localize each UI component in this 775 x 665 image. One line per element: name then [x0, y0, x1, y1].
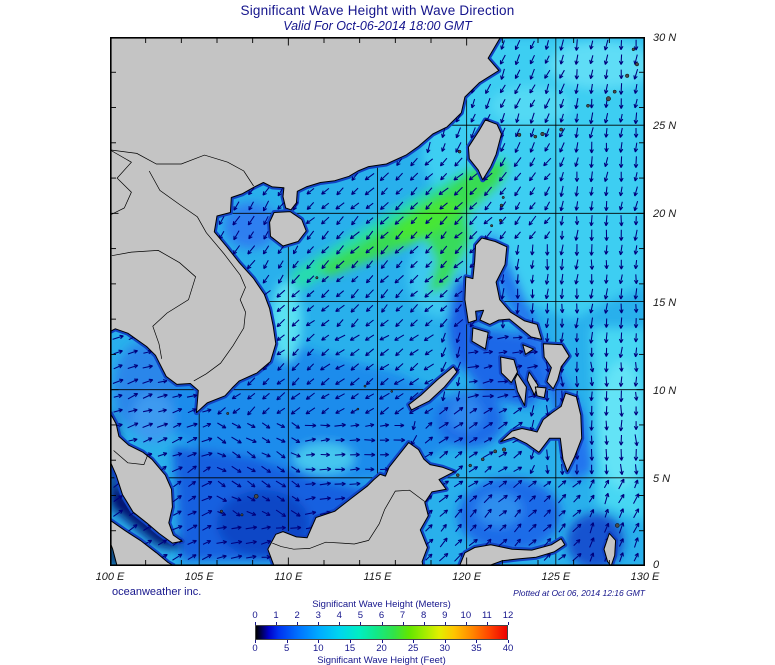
plotted-timestamp: Plotted at Oct 06, 2014 12:16 GMT [513, 588, 645, 598]
meters-tickmark [381, 622, 383, 625]
lat-label-30N: 30 N [653, 32, 677, 44]
feet-tickmark [381, 640, 383, 643]
lon-label-115E: 115 E [363, 571, 392, 583]
feet-tick-35: 35 [471, 643, 482, 654]
meters-tick-6: 6 [378, 610, 385, 621]
lat-label-0: 0 [653, 559, 660, 571]
meters-tickmark [423, 622, 425, 625]
meters-tick-7: 7 [399, 610, 406, 621]
meters-tick-1: 1 [273, 610, 279, 621]
meters-tick-4: 4 [336, 610, 342, 621]
feet-tick-15: 15 [344, 643, 356, 654]
feet-tickmark [476, 640, 478, 643]
country-borders [110, 149, 426, 550]
meters-tickmark [465, 622, 467, 625]
feet-tick-10: 10 [312, 643, 324, 654]
meters-tickmark [318, 622, 320, 625]
feet-tick-30: 30 [439, 643, 451, 654]
lon-label-100E: 100 E [95, 571, 125, 583]
wave-direction-arrows [112, 39, 640, 562]
meters-tick-2: 2 [294, 610, 300, 621]
feet-tickmark [508, 640, 509, 643]
feet-tick-25: 25 [407, 643, 419, 654]
wave-map-svg [110, 37, 646, 567]
lon-label-120E: 120 E [452, 571, 482, 583]
meters-tickmark [255, 622, 256, 625]
oceanweather-credit: oceanweather inc. [112, 586, 202, 598]
feet-tick-40: 40 [502, 643, 514, 654]
lon-label-125E: 125 E [541, 571, 571, 583]
title-block: Significant Wave Height with Wave Direct… [110, 3, 645, 33]
meters-tickmark [402, 622, 404, 625]
small-islands [219, 47, 639, 528]
lat-label-20N: 20 N [653, 208, 677, 221]
meters-tickmark [276, 622, 278, 625]
meters-tick-10: 10 [460, 610, 472, 621]
map-frame [110, 37, 646, 567]
meters-tick-9: 9 [442, 610, 448, 621]
map-area [110, 37, 646, 567]
colorbar-gradient [255, 625, 508, 640]
valid-time-subtitle: Valid For Oct-06-2014 18:00 GMT [283, 19, 472, 33]
colorbar-feet-ticks: 0 5 10 15 20 25 30 35 40 [252, 640, 513, 654]
colorbar-feet-label: Significant Wave Height (Feet) [317, 655, 446, 665]
colorbar-meters-ticks: 0 1 2 3 4 5 6 7 8 9 10 11 12 [252, 610, 513, 625]
lon-label-130E: 130 E [630, 571, 660, 583]
meters-tick-12: 12 [502, 610, 514, 621]
meters-tick-8: 8 [421, 610, 427, 621]
feet-tick-0: 0 [252, 643, 258, 654]
colorbar-meters-label: Significant Wave Height (Meters) [312, 599, 451, 610]
lon-label-105E: 105 E [184, 571, 214, 583]
meters-tickmark [360, 622, 362, 625]
feet-tickmark [444, 640, 446, 643]
map-layers [110, 37, 645, 566]
degree-ticks [111, 38, 644, 565]
land-masses [110, 37, 617, 566]
feet-tickmark [286, 640, 288, 643]
feet-tickmark [349, 640, 351, 643]
feet-tickmark [255, 640, 256, 643]
meters-tickmark [486, 622, 488, 625]
feet-tick-5: 5 [283, 643, 290, 654]
meters-tick-11: 11 [481, 610, 492, 621]
feet-tick-20: 20 [376, 643, 387, 654]
meters-tickmark [297, 622, 299, 625]
meters-tickmark [339, 622, 341, 625]
feet-tickmark [318, 640, 320, 643]
page-title: Significant Wave Height with Wave Direct… [240, 3, 515, 18]
lat-label-5N: 5 N [653, 472, 671, 485]
meters-tick-0: 0 [252, 610, 258, 621]
lat-label-15N: 15 N [653, 296, 677, 309]
meters-tickmark [444, 622, 446, 625]
lat-label-10N: 10 N [653, 384, 677, 397]
meters-tick-3: 3 [315, 610, 321, 621]
meters-tickmark [508, 622, 509, 625]
lat-label-25N: 25 N [653, 120, 677, 133]
feet-tickmark [413, 640, 415, 643]
lon-label-110E: 110 E [274, 571, 303, 583]
meters-tick-5: 5 [357, 610, 364, 621]
